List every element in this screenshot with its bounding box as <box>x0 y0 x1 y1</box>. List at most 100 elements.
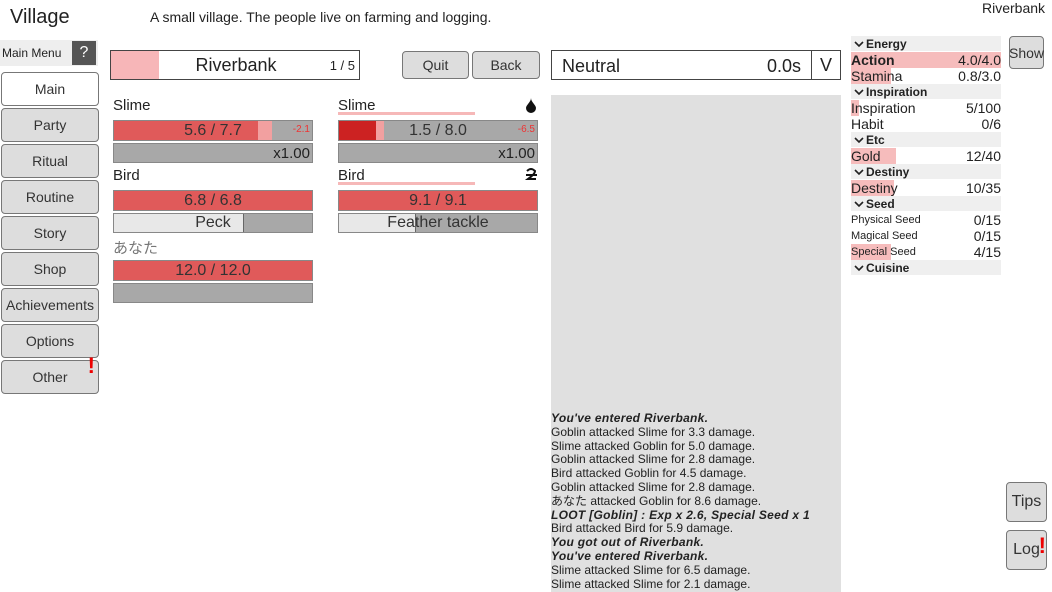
resource-row: Habit 0/6 <box>851 116 1001 132</box>
log-line: Slime attacked Goblin for 5.0 damage. <box>551 438 756 453</box>
hp-label: 6.8 / 6.8 <box>184 191 242 209</box>
hp-fill <box>114 191 312 210</box>
resource-row: Physical Seed 0/15 <box>851 212 1001 228</box>
resource-value: 4/15 <box>973 244 1001 260</box>
hp-label: 5.6 / 7.7 <box>184 121 242 139</box>
menu-button[interactable]: Story <box>1 216 99 250</box>
resource-row: Special Seed 4/15 <box>851 244 1001 260</box>
hp-fill <box>114 261 312 280</box>
location-label: Riverbank <box>982 0 1046 16</box>
skill-bar: Feather tackle <box>338 213 538 233</box>
multiplier-bar: x1.00 <box>338 143 538 163</box>
menu-button[interactable]: Main <box>1 72 99 106</box>
log-alert: ! <box>1038 533 1046 558</box>
resource-fill <box>851 68 891 84</box>
skill-label: Peck <box>195 214 231 231</box>
menu-button[interactable]: Other! <box>1 353 99 394</box>
menu-button[interactable]: Options <box>1 324 99 358</box>
help-button[interactable]: ? <box>72 41 96 65</box>
hp-label: 12.0 / 12.0 <box>175 261 251 279</box>
empty-bar <box>113 283 313 303</box>
log-line: Bird attacked Bird for 5.9 damage. <box>551 521 734 536</box>
unit-name: あなた <box>113 240 159 257</box>
log-line: Goblin attacked Slime for 2.8 damage. <box>551 480 756 494</box>
unit-charge-line <box>338 182 475 185</box>
menu-alert: ! <box>87 353 95 378</box>
menu-button[interactable]: Shop <box>1 252 99 286</box>
village-title: Village <box>10 6 70 28</box>
menu-button[interactable]: Routine <box>1 180 99 214</box>
unit-status-icon <box>524 168 537 180</box>
hp-bar: -2.1 5.6 / 7.7 <box>113 120 313 141</box>
menu-button-label: Main <box>34 81 66 97</box>
menu-button[interactable]: Achievements <box>1 288 99 322</box>
skill-label: Feather tackle <box>387 214 489 231</box>
unit-name: Bird <box>113 167 140 184</box>
hp-bar: 12.0 / 12.0 <box>113 260 313 281</box>
resource-group-title: Destiny <box>866 164 910 179</box>
resource-value: 4.0/4.0 <box>958 52 1001 68</box>
log-line: Bird attacked Goblin for 4.5 damage. <box>551 466 747 481</box>
resource-value: 10/35 <box>965 180 1001 196</box>
resource-group-header[interactable]: Destiny <box>851 164 1001 179</box>
resource-name: Gold <box>851 148 881 164</box>
resource-group-header[interactable]: Energy <box>851 36 1001 51</box>
show-button[interactable]: Show <box>1009 36 1044 69</box>
menu-button-label: Shop <box>33 261 67 277</box>
resource-value: 0.8/3.0 <box>958 68 1001 84</box>
resource-group-header[interactable]: Etc <box>851 132 1001 147</box>
hp-fill <box>339 121 377 140</box>
log-line: You've entered Riverbank. <box>551 411 709 425</box>
main-menu-header: Main Menu ? <box>0 40 98 66</box>
collapse-chevron <box>854 200 864 207</box>
collapse-chevron <box>854 40 864 47</box>
menu-button[interactable]: Ritual <box>1 144 99 178</box>
hp-damage: -6.5 <box>517 124 535 135</box>
resource-fill <box>851 52 1001 68</box>
hp-label: 9.1 / 9.1 <box>409 191 467 209</box>
village-description: A small village. The people live on farm… <box>150 9 492 25</box>
menu-button-label: Ritual <box>32 153 68 169</box>
collapse-chevron <box>854 264 864 271</box>
resource-value: 0/6 <box>981 116 1001 132</box>
multiplier-label: x1.00 <box>498 145 535 162</box>
resource-name: Special Seed <box>851 246 916 258</box>
area-progress-fill <box>111 51 159 79</box>
tips-button[interactable]: Tips <box>1006 482 1047 522</box>
log-button[interactable]: Log ! <box>1006 530 1047 570</box>
resource-group-header[interactable]: Inspiration <box>851 84 1001 99</box>
hp-bar: -6.5 1.5 / 8.0 <box>338 120 538 141</box>
unit-name: Slime <box>113 97 151 114</box>
menu-button[interactable]: Party <box>1 108 99 142</box>
collapse-chevron <box>854 88 864 95</box>
resource-name: Physical Seed <box>851 214 921 226</box>
resource-group-header[interactable]: Cuisine <box>851 260 1001 275</box>
resource-group-header[interactable]: Seed <box>851 196 1001 211</box>
back-button[interactable]: Back <box>472 51 540 79</box>
quit-button[interactable]: Quit <box>402 51 469 79</box>
collapse-chevron <box>854 168 864 175</box>
resource-row: Inspiration 5/100 <box>851 100 1001 116</box>
log-line: Slime attacked Slime for 6.5 damage. <box>551 562 751 577</box>
resource-name: Magical Seed <box>851 230 918 242</box>
unit-name: Slime <box>338 97 376 114</box>
hp-fill <box>339 191 537 210</box>
log-panel: You've entered Riverbank. Goblin attacked… <box>551 95 841 592</box>
hp-damage: -2.1 <box>292 124 310 135</box>
hp-bar: 9.1 / 9.1 <box>338 190 538 211</box>
status-toggle[interactable]: V <box>811 50 841 80</box>
resource-group-title: Etc <box>866 132 885 147</box>
log-line: You've entered Riverbank. <box>551 549 709 563</box>
skill-bar: Peck <box>113 213 313 233</box>
menu-button-label: Story <box>33 225 67 241</box>
unit-charge-line <box>338 112 475 115</box>
hp-label: 1.5 / 8.0 <box>409 121 467 139</box>
resource-name: Inspiration <box>851 100 916 116</box>
resource-group-title: Inspiration <box>866 84 928 99</box>
menu-button-label: Achievements <box>6 297 94 313</box>
resource-fill <box>851 244 891 260</box>
menu-button-label: Routine <box>25 189 75 205</box>
log-line: LOOT [Goblin] : Exp x 2.6, Special Seed … <box>551 507 810 522</box>
unit-status-icon <box>526 98 536 113</box>
